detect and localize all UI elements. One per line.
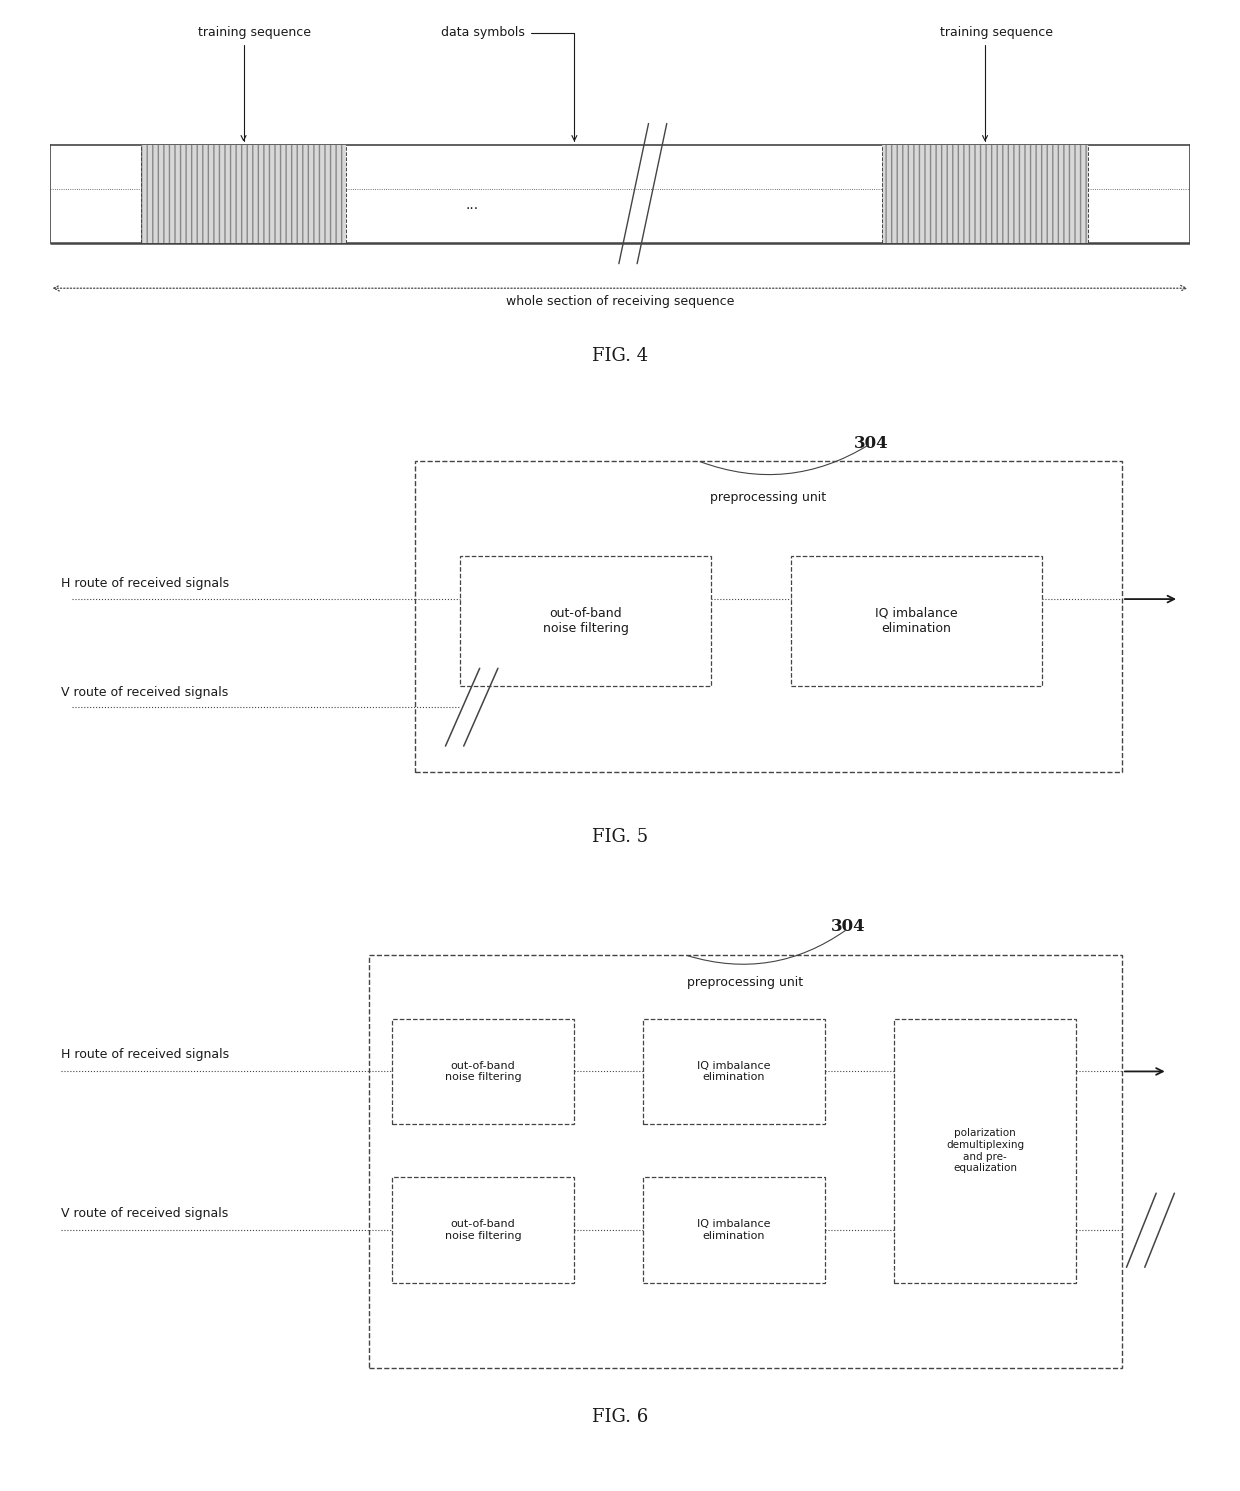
Text: V route of received signals: V route of received signals bbox=[61, 686, 228, 698]
Bar bbox=[141, 145, 346, 243]
FancyBboxPatch shape bbox=[642, 1018, 826, 1124]
Text: IQ imbalance
elimination: IQ imbalance elimination bbox=[875, 607, 959, 635]
Text: out-of-band
noise filtering: out-of-band noise filtering bbox=[543, 607, 629, 635]
Text: FIG. 5: FIG. 5 bbox=[591, 828, 649, 845]
Text: training sequence: training sequence bbox=[198, 27, 311, 140]
FancyBboxPatch shape bbox=[791, 556, 1042, 686]
Text: H route of received signals: H route of received signals bbox=[61, 1048, 229, 1062]
FancyBboxPatch shape bbox=[392, 1018, 574, 1124]
FancyBboxPatch shape bbox=[642, 1178, 826, 1284]
Text: ...: ... bbox=[465, 198, 479, 212]
Text: preprocessing unit: preprocessing unit bbox=[687, 977, 804, 989]
Text: 304: 304 bbox=[831, 918, 866, 935]
Text: H route of received signals: H route of received signals bbox=[61, 577, 229, 590]
Text: IQ imbalance
elimination: IQ imbalance elimination bbox=[697, 1060, 771, 1082]
Text: preprocessing unit: preprocessing unit bbox=[711, 491, 826, 504]
Text: polarization
demultiplexing
and pre-
equalization: polarization demultiplexing and pre- equ… bbox=[946, 1129, 1024, 1173]
Text: whole section of receiving sequence: whole section of receiving sequence bbox=[506, 295, 734, 309]
FancyBboxPatch shape bbox=[894, 1018, 1076, 1284]
Text: FIG. 4: FIG. 4 bbox=[591, 347, 649, 365]
Text: training sequence: training sequence bbox=[940, 27, 1053, 140]
Text: data symbols: data symbols bbox=[441, 27, 577, 140]
Bar bbox=[883, 145, 1087, 243]
Text: out-of-band
noise filtering: out-of-band noise filtering bbox=[445, 1220, 521, 1241]
Text: 304: 304 bbox=[853, 435, 888, 452]
FancyBboxPatch shape bbox=[392, 1178, 574, 1284]
FancyBboxPatch shape bbox=[460, 556, 712, 686]
Text: out-of-band
noise filtering: out-of-band noise filtering bbox=[445, 1060, 521, 1082]
Text: V route of received signals: V route of received signals bbox=[61, 1206, 228, 1220]
Text: IQ imbalance
elimination: IQ imbalance elimination bbox=[697, 1220, 771, 1241]
Text: FIG. 6: FIG. 6 bbox=[591, 1408, 649, 1425]
